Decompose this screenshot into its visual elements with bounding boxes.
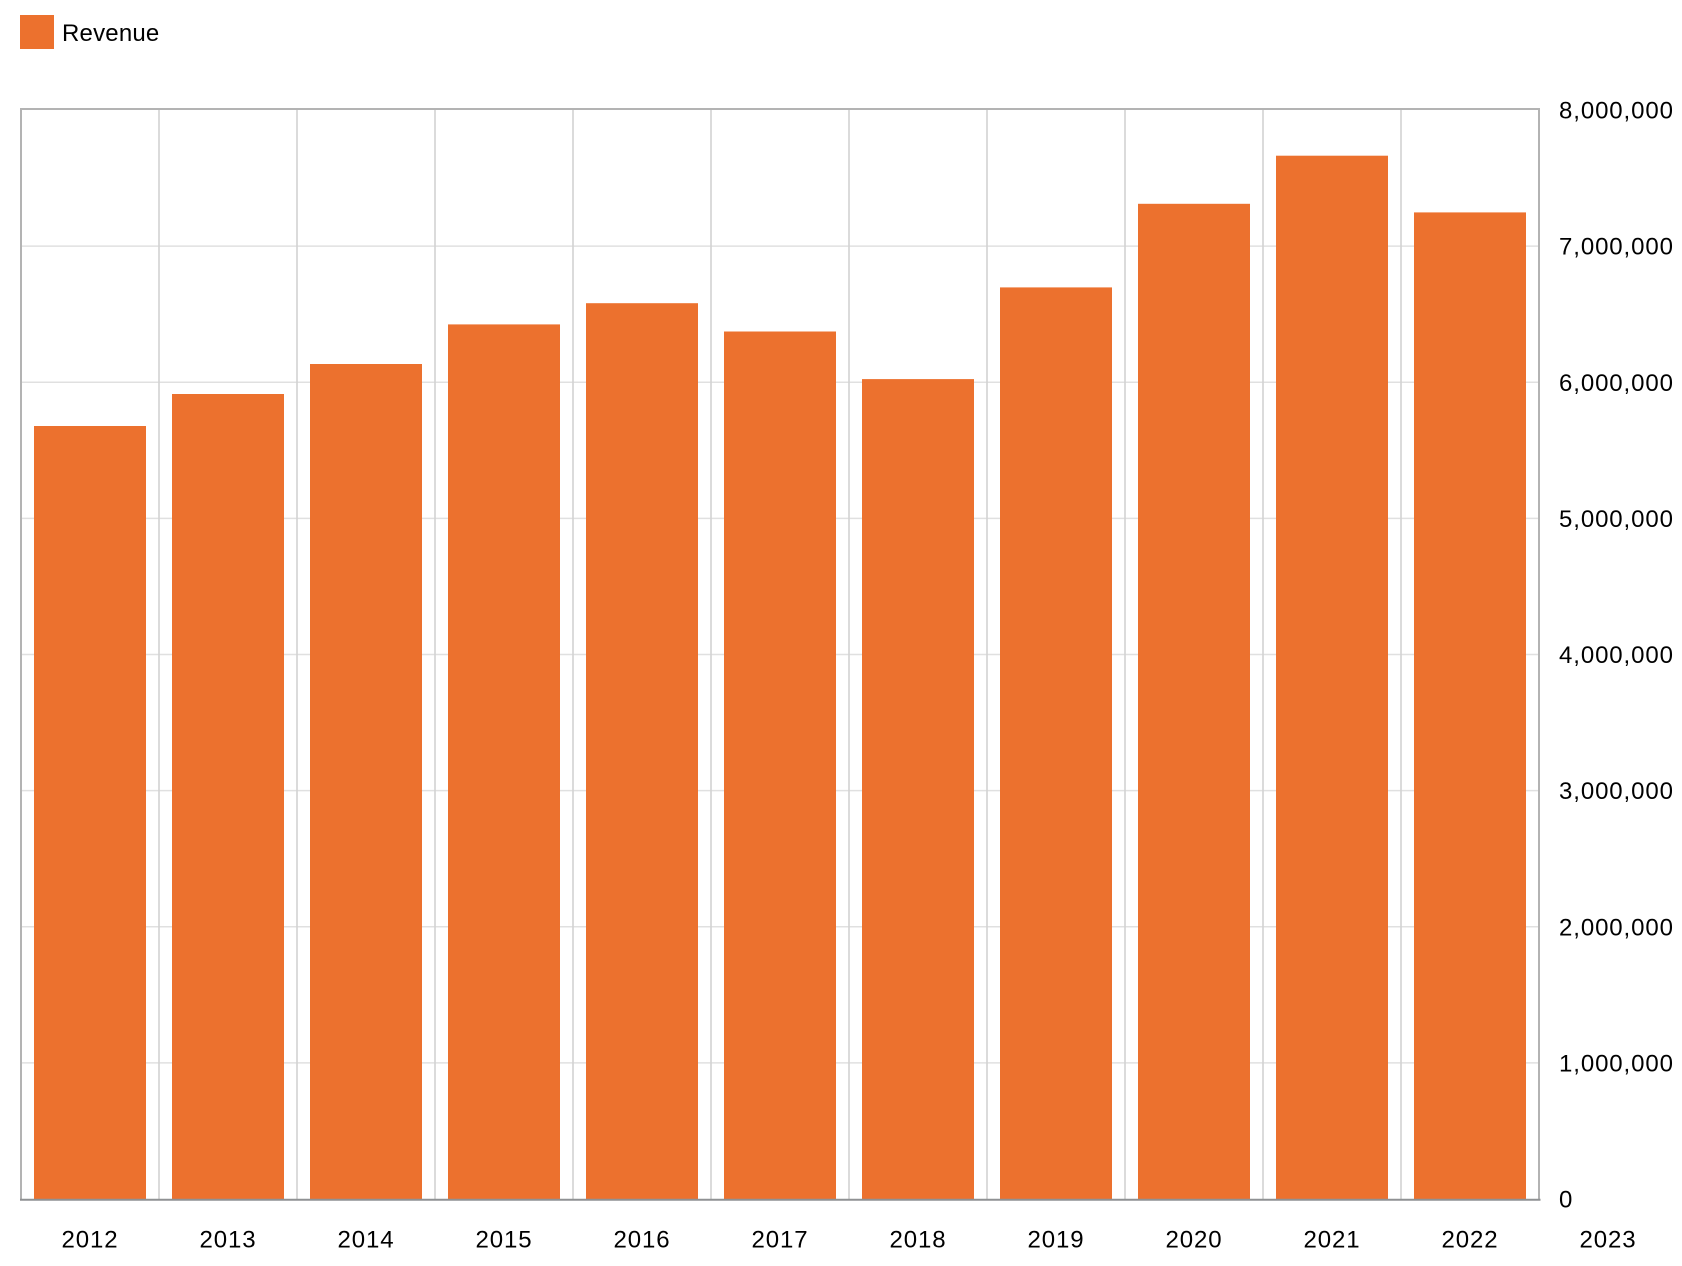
svg-text:4,000,000: 4,000,000 bbox=[1559, 642, 1674, 669]
svg-text:5,000,000: 5,000,000 bbox=[1559, 506, 1674, 533]
svg-text:2017: 2017 bbox=[752, 1227, 809, 1254]
svg-text:Revenue: Revenue bbox=[62, 20, 159, 47]
svg-text:2019: 2019 bbox=[1028, 1227, 1085, 1254]
svg-text:1,000,000: 1,000,000 bbox=[1559, 1050, 1674, 1077]
svg-text:2012: 2012 bbox=[62, 1227, 119, 1254]
svg-text:2014: 2014 bbox=[338, 1227, 395, 1254]
svg-text:2021: 2021 bbox=[1304, 1227, 1361, 1254]
svg-text:2022: 2022 bbox=[1442, 1227, 1499, 1254]
svg-text:7,000,000: 7,000,000 bbox=[1559, 234, 1674, 261]
svg-text:2020: 2020 bbox=[1166, 1227, 1223, 1254]
svg-text:2015: 2015 bbox=[476, 1227, 533, 1254]
svg-text:3,000,000: 3,000,000 bbox=[1559, 778, 1674, 805]
svg-text:2016: 2016 bbox=[614, 1227, 671, 1254]
svg-text:8,000,000: 8,000,000 bbox=[1559, 98, 1674, 125]
svg-text:2013: 2013 bbox=[200, 1227, 257, 1254]
svg-text:2023: 2023 bbox=[1580, 1227, 1637, 1254]
svg-text:2018: 2018 bbox=[890, 1227, 947, 1254]
svg-text:6,000,000: 6,000,000 bbox=[1559, 370, 1674, 397]
svg-text:0: 0 bbox=[1559, 1187, 1573, 1214]
svg-text:2,000,000: 2,000,000 bbox=[1559, 914, 1674, 941]
